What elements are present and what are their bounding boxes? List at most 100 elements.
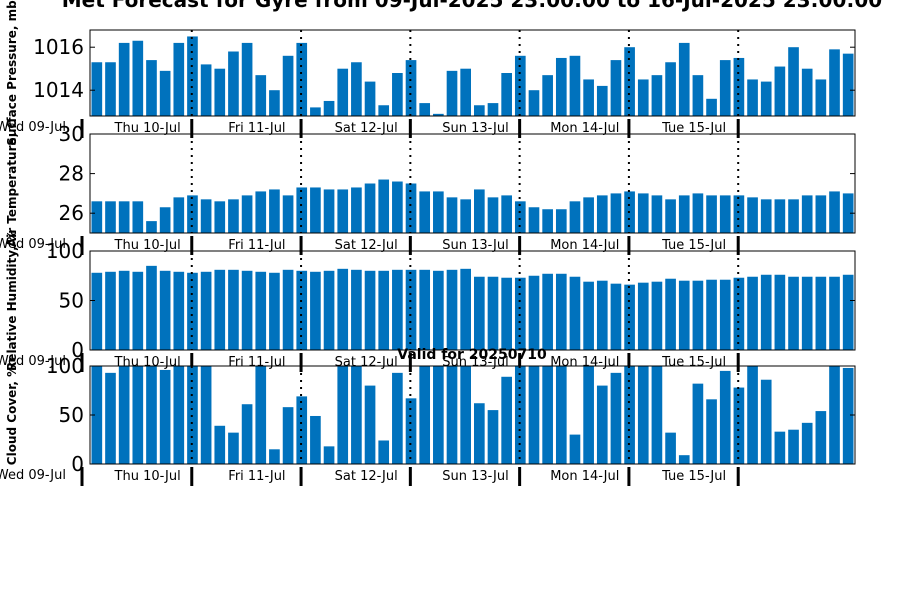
bar <box>337 68 349 116</box>
bar <box>187 195 198 233</box>
bar <box>255 271 267 350</box>
bar <box>719 195 731 233</box>
bar <box>637 282 649 350</box>
bar <box>760 81 772 116</box>
bar <box>323 100 335 116</box>
bar <box>255 366 267 464</box>
bar <box>159 70 171 116</box>
bar <box>173 366 185 464</box>
bar <box>146 221 157 233</box>
bar <box>637 79 649 116</box>
bar <box>378 179 390 233</box>
bar <box>255 191 267 233</box>
bar <box>214 68 226 116</box>
bar <box>829 49 840 116</box>
bar <box>460 268 471 350</box>
bar <box>214 269 226 350</box>
bar <box>364 270 376 350</box>
bar <box>351 187 362 233</box>
bar <box>719 370 731 464</box>
bar <box>555 209 567 233</box>
bar <box>624 47 635 117</box>
bar <box>583 197 594 233</box>
bar <box>105 372 116 464</box>
bar <box>610 372 622 464</box>
bar <box>214 425 226 464</box>
bar <box>419 269 431 350</box>
bar <box>296 187 308 233</box>
bar <box>132 201 144 233</box>
bar <box>678 455 690 464</box>
bar <box>446 269 458 350</box>
bar <box>200 64 212 116</box>
bar <box>747 276 758 350</box>
bar <box>228 51 239 116</box>
bar <box>405 269 417 350</box>
day-label: Tue 15-Jul <box>661 355 726 370</box>
day-label: Tue 15-Jul <box>661 238 726 253</box>
bar <box>419 103 431 116</box>
bar <box>118 201 130 233</box>
bar <box>241 42 253 116</box>
bar <box>665 199 676 233</box>
bar <box>651 195 663 233</box>
bar <box>392 372 403 464</box>
bar <box>760 199 772 233</box>
bar <box>105 62 116 116</box>
bar <box>788 199 799 233</box>
bar <box>487 410 499 464</box>
bar <box>651 366 663 464</box>
bar <box>583 366 594 464</box>
bar <box>405 183 417 233</box>
y-tick-label: 1014 <box>33 78 84 102</box>
bar <box>528 90 540 116</box>
bar <box>173 271 185 350</box>
bar <box>842 274 854 350</box>
plot-frame <box>89 133 856 234</box>
bar <box>760 379 772 464</box>
y-tick-label: 30 <box>59 122 84 146</box>
y-tick-label: 26 <box>59 201 84 225</box>
bar <box>187 272 198 350</box>
bar <box>596 385 608 464</box>
bar <box>200 271 212 350</box>
bar <box>774 431 786 464</box>
bar <box>228 199 239 233</box>
bar <box>241 404 253 464</box>
bar <box>241 270 253 350</box>
y-tick-label: 50 <box>59 403 84 427</box>
bar <box>569 276 581 350</box>
day-label: Sun 13-Jul <box>442 238 509 253</box>
bar <box>241 195 253 233</box>
y-axis-label: Surface Pressure, mb <box>5 0 19 146</box>
bar <box>678 280 690 350</box>
bar <box>187 36 198 117</box>
day-label: Tue 15-Jul <box>661 121 726 136</box>
bar <box>801 68 813 116</box>
bar <box>528 207 540 233</box>
bar <box>706 195 717 233</box>
y-axis-label: Air Temperature, C <box>5 120 19 248</box>
bar <box>146 60 157 116</box>
bar <box>487 276 499 350</box>
bar <box>569 201 581 233</box>
bar <box>269 189 280 233</box>
bar <box>692 280 704 350</box>
bar <box>419 191 431 233</box>
y-axis-label: Relative Humidity, % <box>5 230 19 371</box>
bar <box>487 197 499 233</box>
bar <box>637 366 649 464</box>
bar <box>132 40 144 116</box>
bar <box>692 193 704 233</box>
bar <box>460 199 471 233</box>
bar <box>474 276 485 350</box>
bar <box>788 276 799 350</box>
bar <box>337 189 349 233</box>
bar <box>474 189 485 233</box>
bar <box>282 195 294 233</box>
bar <box>569 434 581 464</box>
bar <box>801 422 813 464</box>
